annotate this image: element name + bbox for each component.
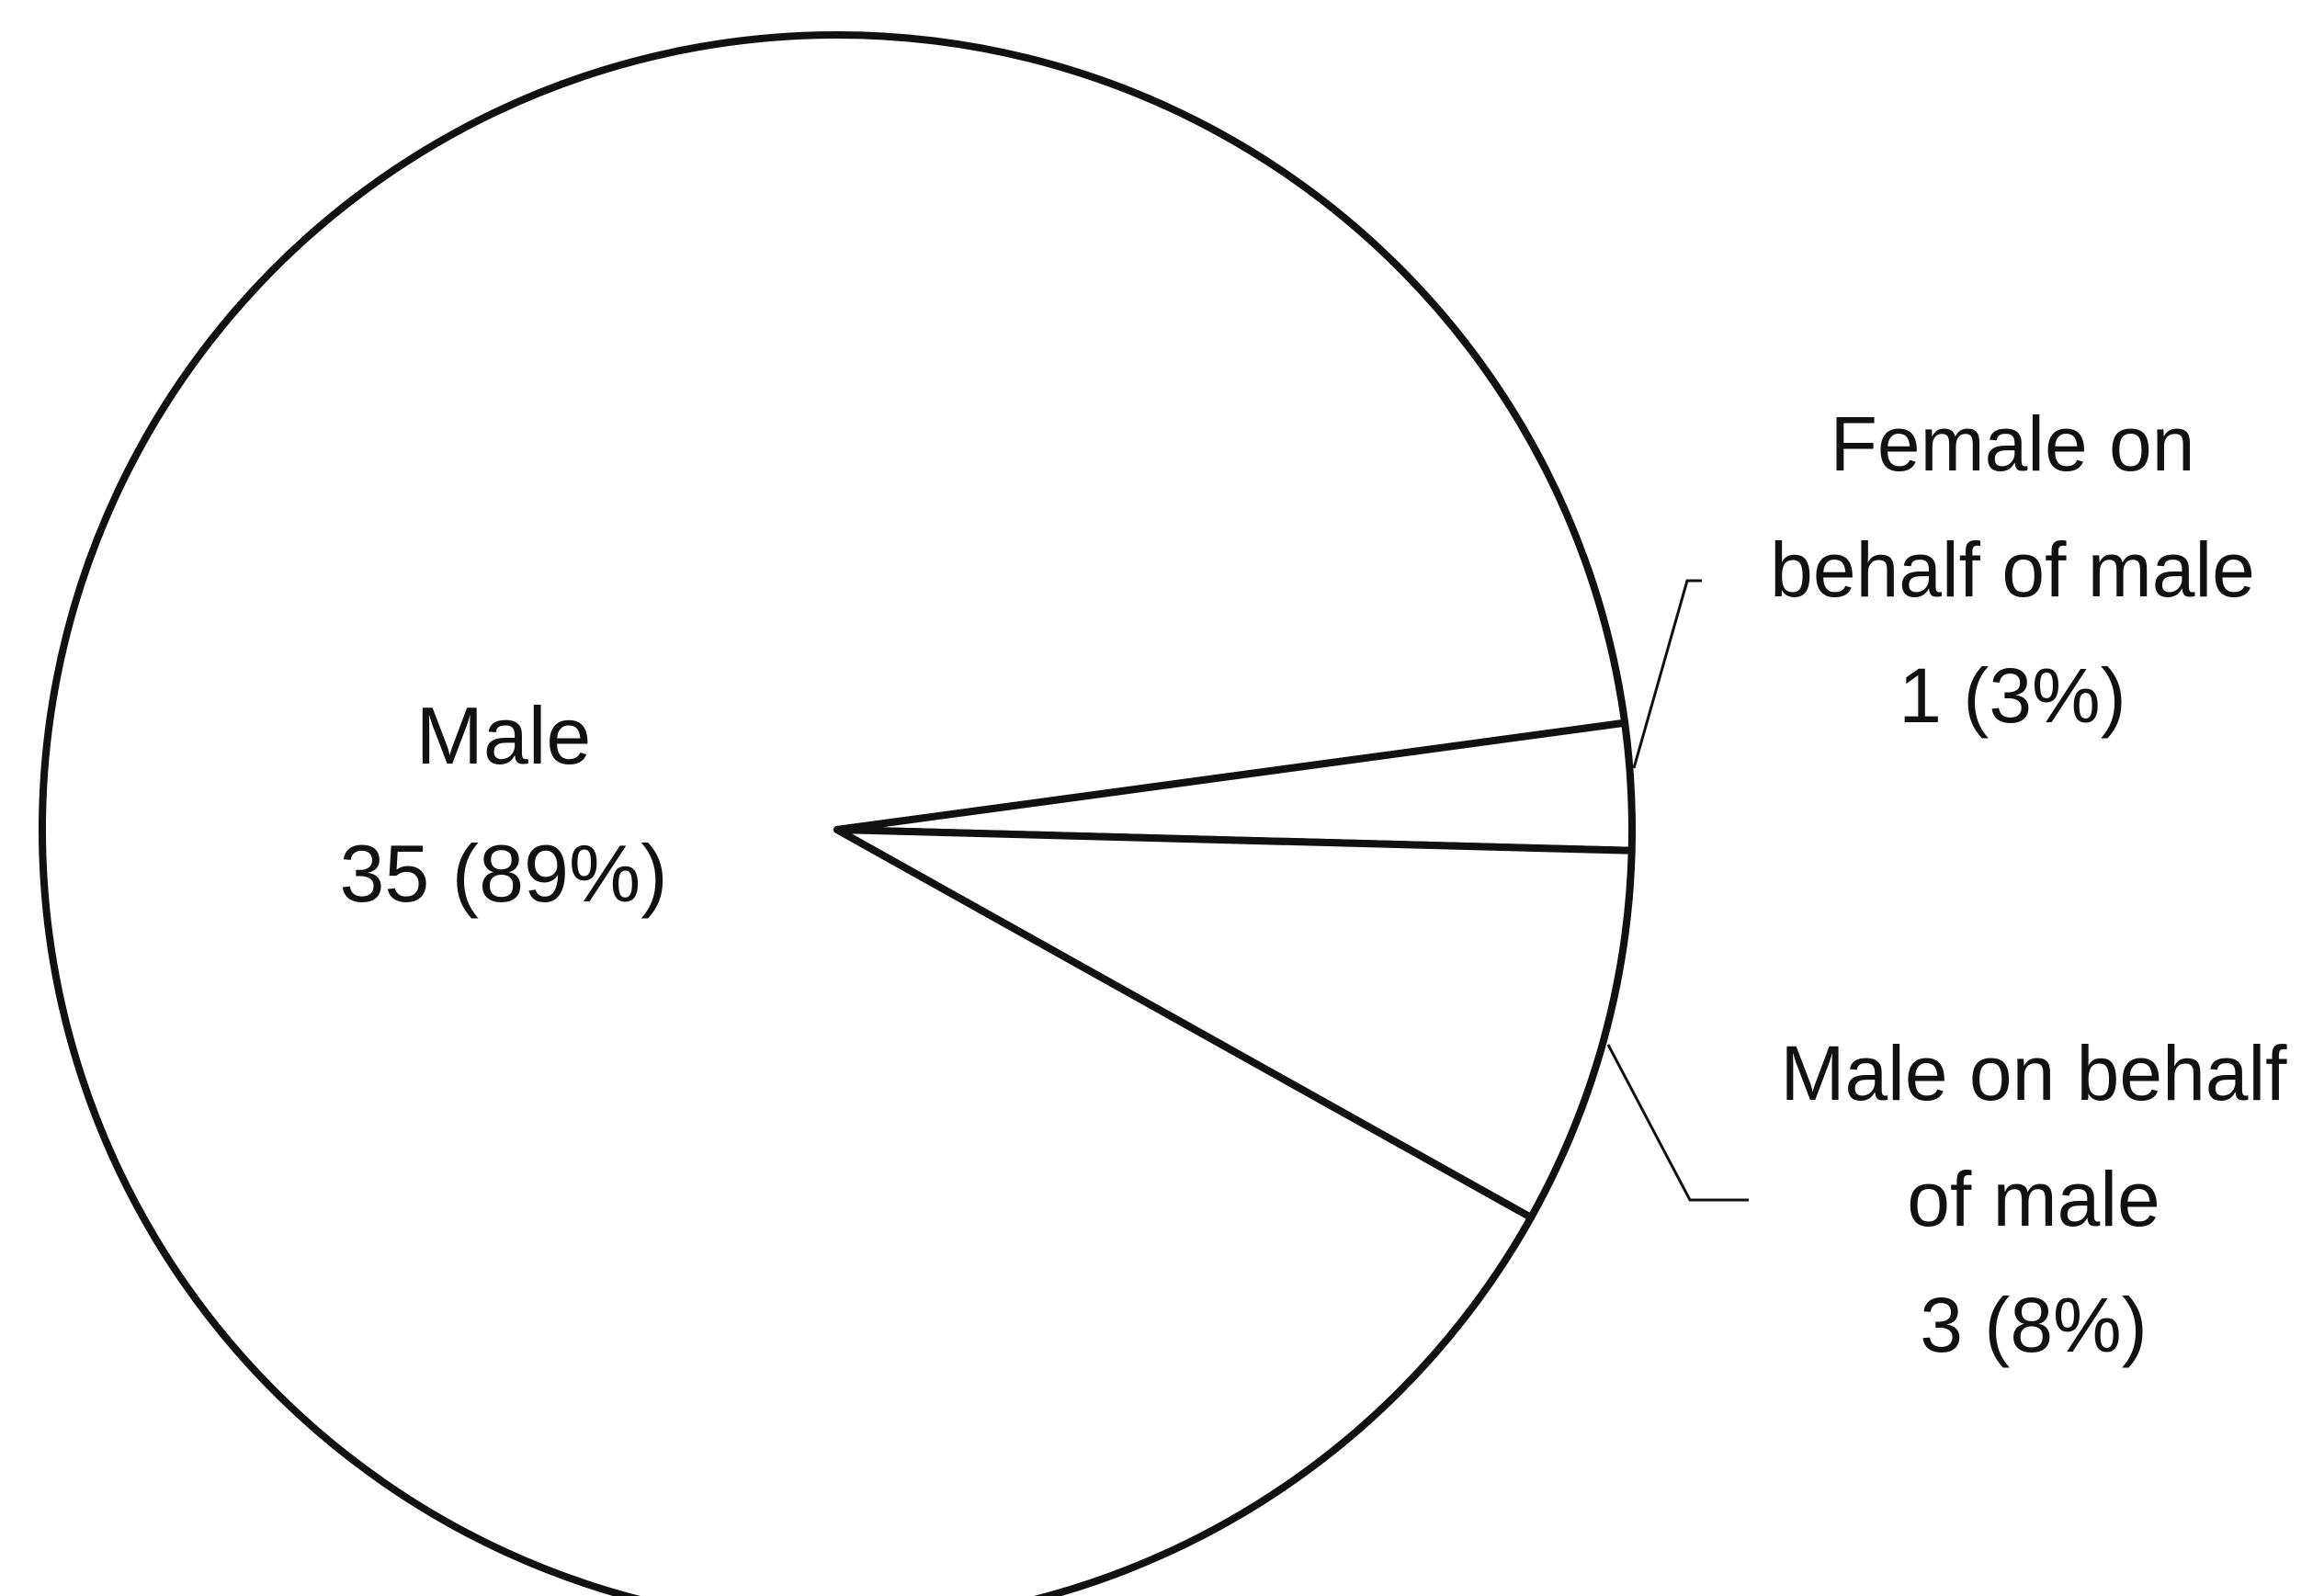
pie-slice — [833, 826, 1636, 1221]
category-label: Female on behalf of male — [1770, 401, 2255, 613]
pie-slice — [39, 31, 1629, 1596]
leader-line — [1606, 1044, 1749, 1202]
slice-label: Female on behalf of male 1 (3%) — [1737, 381, 2288, 759]
slice-label: Male on behalf of male 3 (8%) — [1758, 1011, 2309, 1388]
slice-label: Male 35 (89%) — [228, 667, 779, 943]
value-label: 3 (8%) — [1920, 1282, 2148, 1368]
value-label: 35 (89%) — [339, 828, 668, 919]
category-label: Male on behalf of male — [1780, 1030, 2287, 1242]
leader-line — [1632, 579, 1702, 769]
value-label: 1 (3%) — [1899, 652, 2126, 739]
category-label: Male — [415, 690, 592, 781]
